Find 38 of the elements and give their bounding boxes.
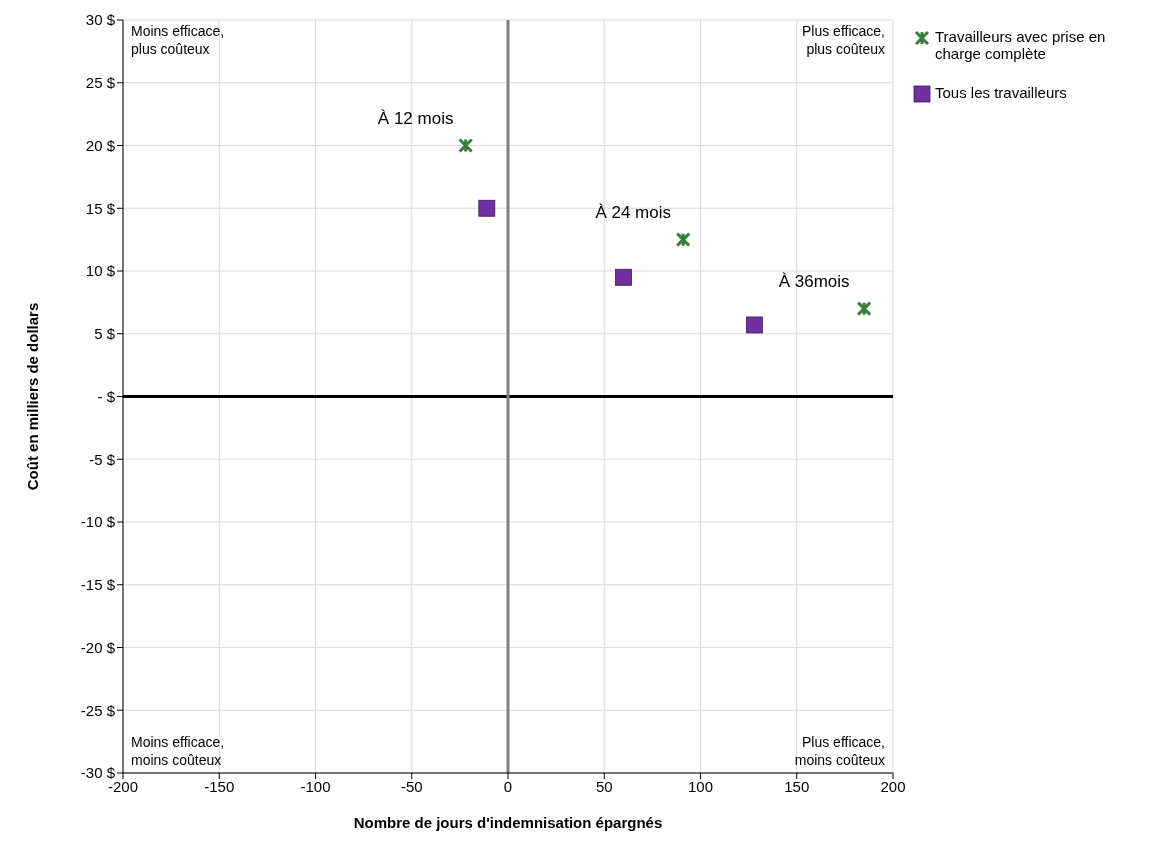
annotation: Moins efficace, moins coûteux [131,734,225,768]
annotation: À 36mois [778,271,850,291]
y-tick-label: -15 $ [80,576,116,594]
x-tick-label: -50 [400,777,423,795]
y-tick-label: 5 $ [94,325,116,343]
point [675,232,691,248]
legend-label: Tous les travailleurs [935,84,1067,101]
annotation: À 24 mois [595,202,671,222]
point [458,138,474,153]
annotation: À 12 mois [377,108,454,128]
y-tick-label: 15 $ [85,199,116,217]
y-axis-title: Coût en milliers de dollars [24,302,42,491]
y-tick-label: -5 $ [89,450,116,468]
annotation: Plus efficace, plus coûteux [801,23,885,57]
point [615,268,632,286]
point [478,199,496,217]
x-tick-label: 100 [687,777,714,795]
x-tick-label: 200 [880,777,906,795]
x-axis-title: Nombre de jours d'indemnisation épargnés [353,814,663,831]
x-tick-label: 150 [784,777,810,795]
x-tick-label: -100 [300,777,331,795]
legend-label: Travailleurs avec prise en charge complète [935,28,1107,62]
y-tick-label: -25 $ [80,701,116,719]
y-tick-label: -10 $ [80,513,116,531]
x-tick-label: -150 [204,777,235,795]
y-tick-label: - $ [97,387,116,405]
y-tick-label: 25 $ [85,74,116,92]
x-tick-label: 50 [595,777,613,795]
annotation: Plus efficace, moins coûteux [794,734,885,768]
y-tick-label: -20 $ [80,638,116,656]
y-tick-label: 30 $ [85,11,116,29]
y-tick-label: 10 $ [85,262,116,280]
y-tick-label: -30 $ [80,764,116,782]
point [746,316,763,334]
y-tick-label: 20 $ [85,136,116,154]
annotation: Moins efficace, plus coûteux [131,23,225,57]
x-tick-label: 0 [503,777,513,795]
point [856,301,872,317]
